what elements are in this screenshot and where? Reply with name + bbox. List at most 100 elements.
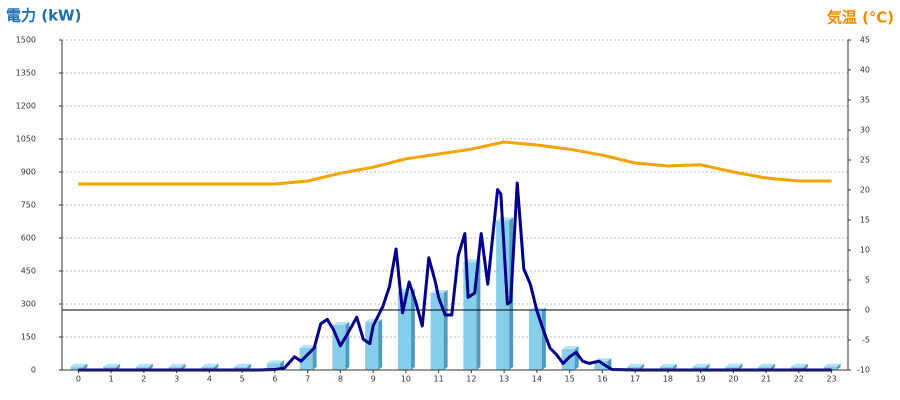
- y2-tick-label: 40: [860, 66, 870, 75]
- bar-side: [83, 363, 88, 370]
- x-tick-label: 12: [466, 375, 476, 384]
- bar-side: [672, 363, 677, 370]
- bar: [758, 366, 772, 370]
- x-tick-label: 11: [434, 375, 444, 384]
- bar-top: [496, 217, 514, 221]
- x-tick-label: 10: [401, 375, 411, 384]
- line: [78, 181, 832, 372]
- bar-side: [116, 363, 121, 370]
- bar-side: [771, 363, 776, 370]
- bar-side: [410, 288, 415, 370]
- y-tick-label: 0: [31, 366, 36, 375]
- bar-side: [541, 307, 546, 370]
- y-tick-label: 900: [21, 168, 36, 177]
- x-tick-label: 2: [141, 375, 146, 384]
- bar-top: [266, 360, 284, 364]
- y-tick-label: 750: [21, 201, 36, 210]
- x-tick-label: 17: [630, 375, 640, 384]
- x-tick-label: 18: [663, 375, 673, 384]
- bar-side: [705, 363, 710, 370]
- bar: [463, 262, 477, 370]
- y2-tick-label: 0: [865, 306, 870, 315]
- line: [78, 140, 832, 186]
- y2-tick-label: 15: [860, 216, 870, 225]
- bar-top: [725, 363, 743, 367]
- bar-top: [70, 363, 88, 367]
- bar: [135, 366, 149, 370]
- bar-top: [692, 363, 710, 367]
- y2-tick-label: 35: [860, 96, 870, 105]
- bar-top: [299, 345, 317, 348]
- bar-side: [640, 363, 645, 370]
- x-tick-label: 14: [532, 375, 542, 384]
- bar-top: [234, 363, 252, 367]
- bar: [168, 366, 182, 370]
- y2-tick-label: 5: [865, 276, 870, 285]
- y2-tick-label: 10: [860, 246, 870, 255]
- x-tick-label: 4: [207, 375, 212, 384]
- bar: [659, 366, 673, 370]
- bar-top: [430, 290, 448, 293]
- bar-side: [836, 363, 841, 370]
- y2-title: 気温 (℃): [827, 9, 894, 27]
- x-tick-label: 21: [761, 375, 771, 384]
- y2-tick-label: 20: [860, 186, 870, 195]
- bar-side: [574, 346, 579, 370]
- x-tick-label: 8: [338, 375, 343, 384]
- bar-top: [659, 363, 677, 367]
- bar-top: [561, 346, 579, 350]
- x-tick-label: 3: [174, 375, 179, 384]
- bar: [790, 366, 804, 370]
- y-tick-label: 150: [21, 333, 36, 342]
- x-tick-label: 23: [827, 375, 837, 384]
- bar: [725, 366, 739, 370]
- y2-tick-label: -10: [857, 366, 870, 375]
- x-tick-label: 1: [109, 375, 114, 384]
- chart-title: 電力 (kW): [6, 7, 81, 25]
- bar: [365, 322, 379, 370]
- bar: [627, 366, 641, 370]
- bar-top: [135, 363, 153, 367]
- x-tick-label: 16: [597, 375, 607, 384]
- y-tick-label: 1350: [16, 69, 36, 78]
- bar-top: [168, 363, 186, 367]
- y-tick-label: 450: [21, 267, 36, 276]
- y2-tick-label: -5: [862, 336, 870, 345]
- y2-tick-label: 30: [860, 126, 870, 135]
- x-tick-label: 20: [728, 375, 738, 384]
- x-tick-label: 7: [305, 375, 310, 384]
- y-tick-label: 1200: [16, 102, 36, 111]
- y2-tick-label: 25: [860, 156, 870, 165]
- bar-side: [443, 290, 448, 370]
- bar: [201, 366, 215, 370]
- x-tick-label: 5: [240, 375, 245, 384]
- bar: [692, 366, 706, 370]
- bar-top: [823, 363, 841, 367]
- bar-side: [312, 345, 317, 370]
- bar-side: [738, 363, 743, 370]
- bar: [594, 361, 608, 370]
- x-tick-label: 19: [696, 375, 706, 384]
- bar-side: [378, 319, 383, 370]
- bar: [234, 366, 248, 370]
- bar-side: [803, 363, 808, 370]
- bar: [823, 366, 837, 370]
- bar-top: [627, 363, 645, 367]
- bar: [528, 310, 542, 370]
- y-tick-label: 1500: [16, 36, 36, 45]
- bar-top: [758, 363, 776, 367]
- bar-top: [201, 363, 219, 367]
- x-tick-label: 9: [371, 375, 376, 384]
- bar-side: [476, 259, 481, 370]
- y2-tick-label: 45: [860, 36, 870, 45]
- bar: [430, 293, 444, 370]
- bar-top: [332, 321, 350, 325]
- bar: [266, 363, 280, 370]
- y-tick-label: 600: [21, 234, 36, 243]
- bar-top: [103, 363, 121, 367]
- x-tick-label: 13: [499, 375, 509, 384]
- x-tick-label: 0: [76, 375, 81, 384]
- bar-top: [790, 363, 808, 367]
- x-tick-label: 22: [794, 375, 804, 384]
